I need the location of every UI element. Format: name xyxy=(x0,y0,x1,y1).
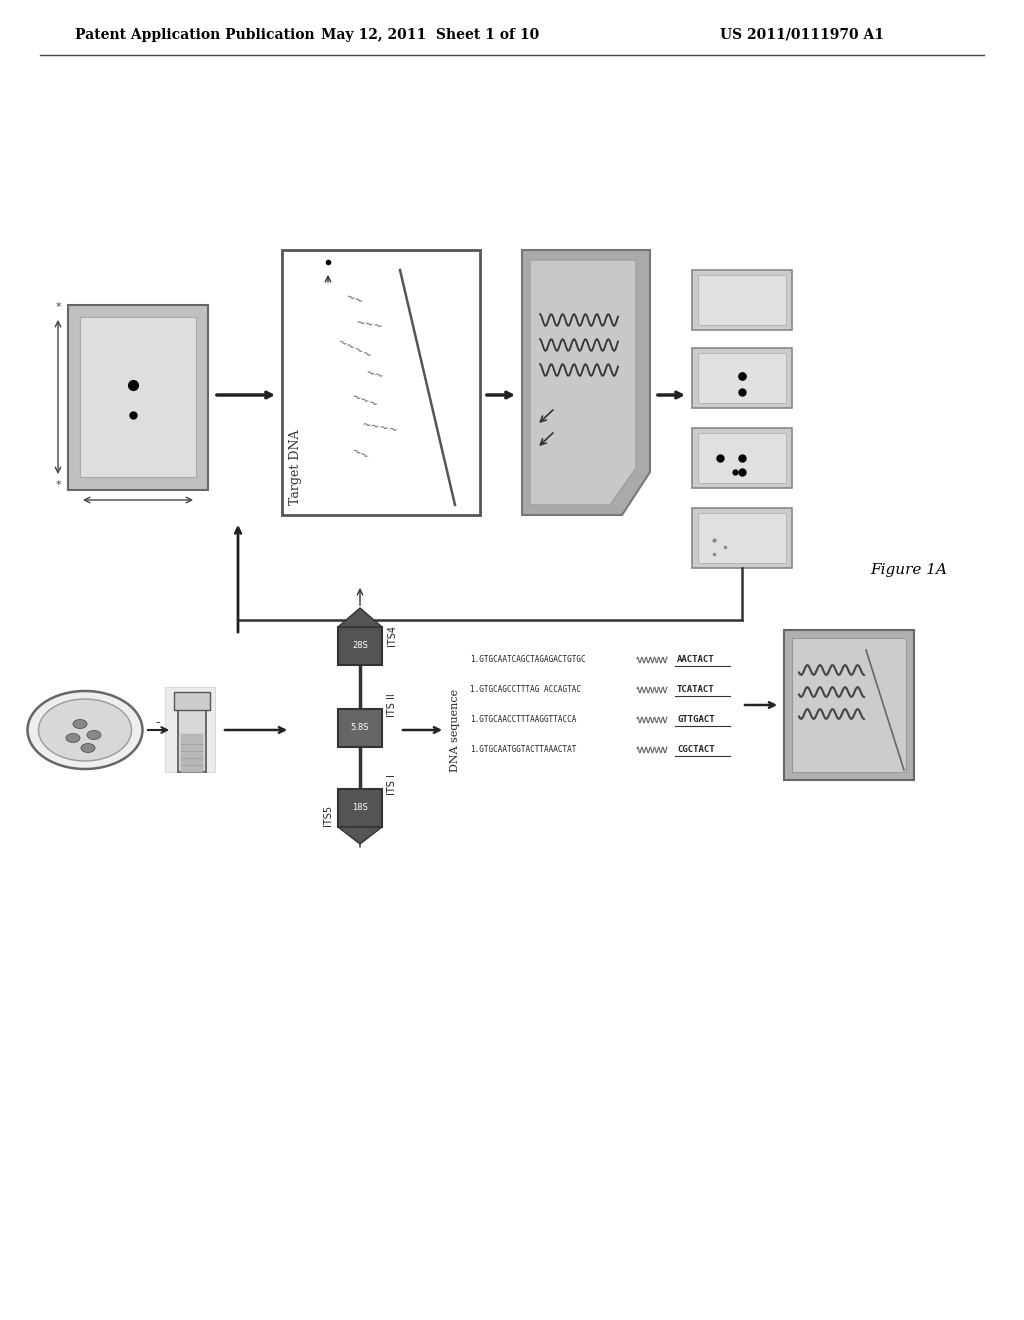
Text: 28S: 28S xyxy=(352,642,368,651)
Ellipse shape xyxy=(39,700,131,762)
FancyBboxPatch shape xyxy=(338,709,382,747)
Text: ~~~: ~~~ xyxy=(355,318,385,333)
FancyBboxPatch shape xyxy=(282,249,480,515)
Text: ~~: ~~ xyxy=(365,368,385,383)
Polygon shape xyxy=(530,260,636,506)
Text: ~~~: ~~~ xyxy=(350,392,380,412)
FancyBboxPatch shape xyxy=(178,700,206,772)
FancyBboxPatch shape xyxy=(181,734,203,772)
FancyBboxPatch shape xyxy=(698,513,786,564)
FancyBboxPatch shape xyxy=(692,508,792,568)
Text: ITS5: ITS5 xyxy=(323,804,333,825)
Text: 1.GTGCAGCCTTTAG ACCAGTAC: 1.GTGCAGCCTTTAG ACCAGTAC xyxy=(470,685,581,694)
FancyBboxPatch shape xyxy=(338,627,382,665)
FancyBboxPatch shape xyxy=(784,630,914,780)
FancyBboxPatch shape xyxy=(80,317,196,477)
Text: US 2011/0111970 A1: US 2011/0111970 A1 xyxy=(720,28,884,42)
Text: 1.GTGCAATCAGCTAGAGACTGTGC: 1.GTGCAATCAGCTAGAGACTGTGC xyxy=(470,656,586,664)
Ellipse shape xyxy=(81,743,95,752)
FancyBboxPatch shape xyxy=(692,271,792,330)
Text: ITS II: ITS II xyxy=(387,693,397,717)
Text: TCATACT: TCATACT xyxy=(677,685,715,694)
Text: ~~: ~~ xyxy=(349,446,371,463)
FancyBboxPatch shape xyxy=(792,638,906,772)
Text: Patent Application Publication: Patent Application Publication xyxy=(75,28,314,42)
Text: ~~~~: ~~~~ xyxy=(336,338,374,363)
Text: DNA sequence: DNA sequence xyxy=(450,689,460,772)
Text: 5.8S: 5.8S xyxy=(351,723,370,733)
Text: 18S: 18S xyxy=(352,804,368,813)
Text: 1.GTGCAATGGTACTTAAACTAT: 1.GTGCAATGGTACTTAAACTAT xyxy=(470,746,577,755)
Text: 1.GTGCAACCTTTAAGGTTACCA: 1.GTGCAACCTTTAAGGTTACCA xyxy=(470,715,577,725)
FancyBboxPatch shape xyxy=(698,433,786,483)
Ellipse shape xyxy=(66,734,80,742)
FancyBboxPatch shape xyxy=(68,305,208,490)
Text: ITS4: ITS4 xyxy=(387,624,397,645)
FancyBboxPatch shape xyxy=(174,692,210,710)
FancyBboxPatch shape xyxy=(692,348,792,408)
Text: Target DNA: Target DNA xyxy=(289,429,301,506)
Text: AACTACT: AACTACT xyxy=(677,656,715,664)
Text: -: - xyxy=(156,717,160,730)
Polygon shape xyxy=(522,249,650,515)
Ellipse shape xyxy=(28,690,142,770)
Text: ~~: ~~ xyxy=(345,292,366,308)
Text: ~~~~: ~~~~ xyxy=(360,420,399,436)
Ellipse shape xyxy=(87,730,101,739)
Text: May 12, 2011  Sheet 1 of 10: May 12, 2011 Sheet 1 of 10 xyxy=(321,28,539,42)
FancyBboxPatch shape xyxy=(698,275,786,325)
Text: GTTGACT: GTTGACT xyxy=(677,715,715,725)
Polygon shape xyxy=(338,609,382,627)
Text: *: * xyxy=(55,480,60,490)
Text: ITS I: ITS I xyxy=(387,775,397,796)
FancyBboxPatch shape xyxy=(698,352,786,403)
Ellipse shape xyxy=(73,719,87,729)
Text: *: * xyxy=(55,302,60,312)
FancyBboxPatch shape xyxy=(692,428,792,488)
FancyBboxPatch shape xyxy=(165,686,215,772)
FancyBboxPatch shape xyxy=(338,789,382,828)
Text: CGCTACT: CGCTACT xyxy=(677,746,715,755)
Polygon shape xyxy=(338,828,382,843)
Text: Figure 1A: Figure 1A xyxy=(870,564,947,577)
